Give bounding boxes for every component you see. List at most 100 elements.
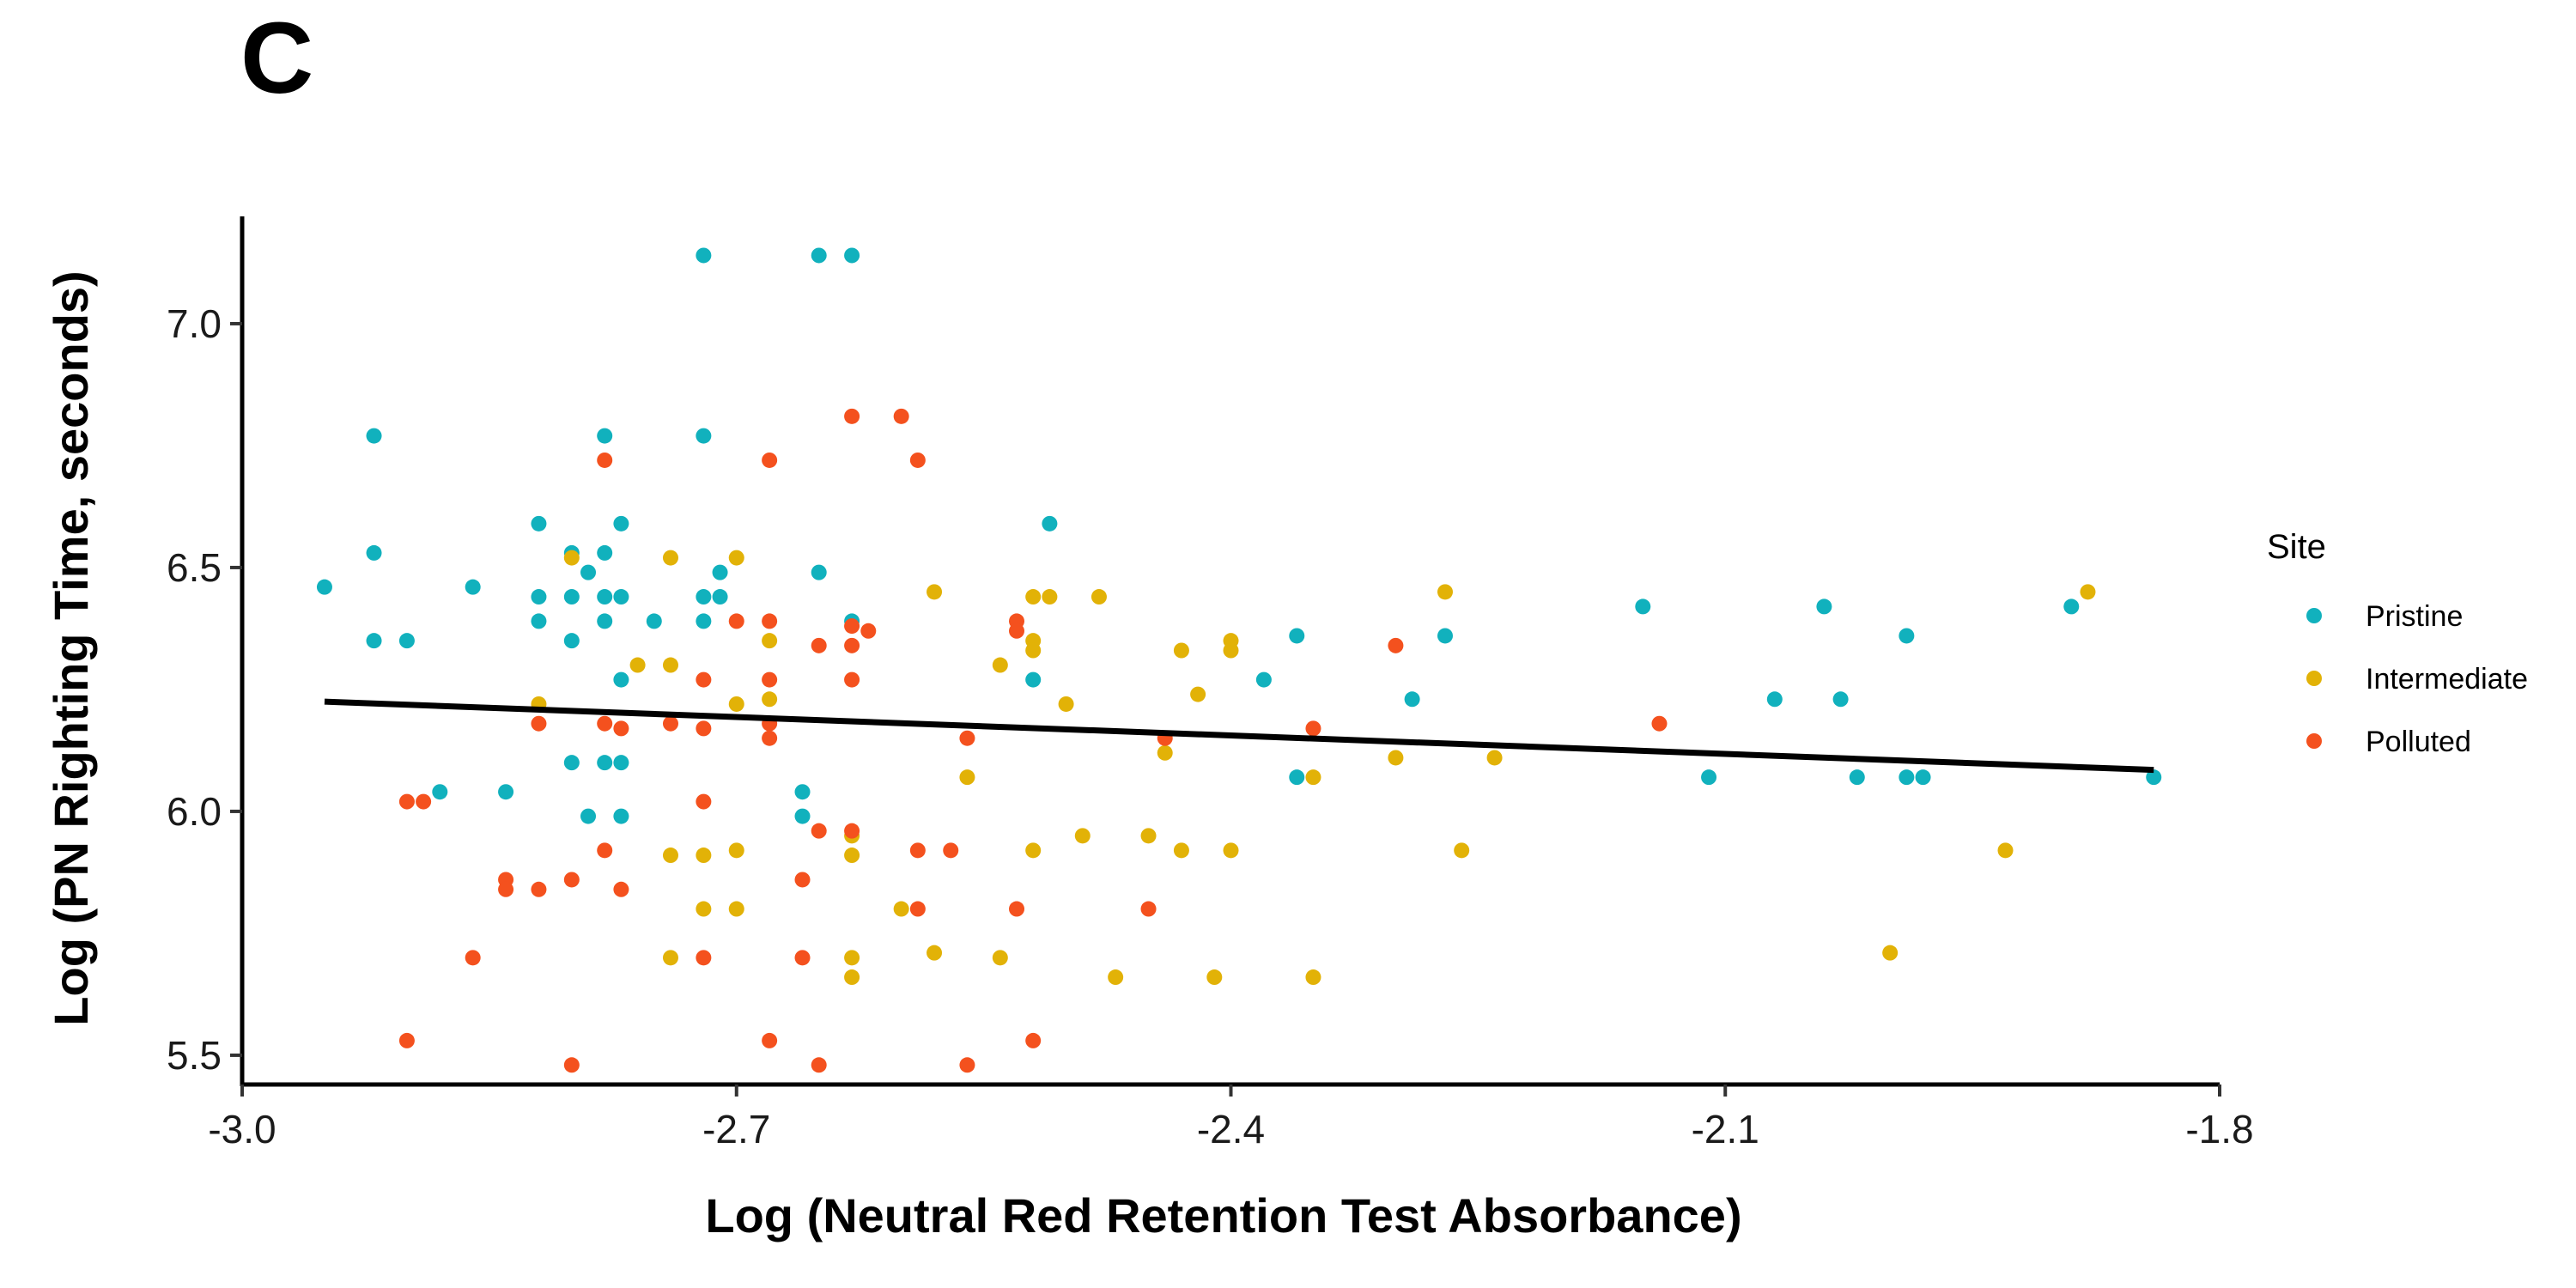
point-intermediate — [1486, 750, 1503, 766]
panel-label: C — [240, 2, 313, 115]
point-pristine — [531, 589, 547, 605]
point-intermediate — [1025, 842, 1042, 859]
point-pristine — [613, 515, 629, 532]
point-polluted — [398, 1032, 415, 1048]
point-intermediate — [1173, 642, 1189, 659]
point-pristine — [366, 544, 382, 561]
point-pristine — [1766, 691, 1783, 708]
point-polluted — [662, 715, 678, 732]
y-tick-label: 6.5 — [167, 545, 222, 590]
point-pristine — [580, 564, 597, 580]
point-pristine — [696, 428, 712, 444]
x-axis-ticks: -3.0 -2.7 -2.4 -2.1 -1.8 — [208, 1084, 2254, 1151]
point-intermediate — [1437, 584, 1453, 600]
point-intermediate — [728, 842, 744, 859]
point-intermediate — [563, 550, 580, 566]
point-polluted — [844, 637, 860, 653]
legend-key-pristine — [2306, 608, 2322, 623]
x-tick-label: -1.8 — [2185, 1107, 2253, 1151]
point-pristine — [646, 613, 662, 629]
point-pristine — [366, 428, 382, 444]
point-pristine — [366, 633, 382, 649]
point-pristine — [597, 544, 613, 561]
point-intermediate — [728, 901, 744, 917]
point-pristine — [1404, 691, 1420, 708]
point-pristine — [597, 613, 613, 629]
point-pristine — [1289, 769, 1305, 786]
point-polluted — [416, 793, 432, 810]
legend: Site Pristine Intermediate Polluted — [2267, 528, 2528, 758]
x-tick-label: -2.4 — [1197, 1107, 1265, 1151]
point-intermediate — [1206, 969, 1223, 986]
point-pristine — [613, 755, 629, 771]
point-intermediate — [662, 657, 678, 673]
point-pristine — [613, 808, 629, 824]
legend-label-intermediate: Intermediate — [2366, 663, 2528, 696]
point-intermediate — [1091, 589, 1107, 605]
point-intermediate — [992, 950, 1008, 966]
point-pristine — [613, 589, 629, 605]
y-tick-label: 6.0 — [167, 789, 222, 834]
point-intermediate — [1223, 642, 1239, 659]
point-polluted — [597, 842, 613, 859]
point-pristine — [1701, 769, 1717, 786]
point-pristine — [844, 247, 860, 264]
point-polluted — [696, 671, 712, 688]
point-intermediate — [1025, 589, 1042, 605]
point-pristine — [432, 784, 448, 800]
point-polluted — [1140, 901, 1157, 917]
point-pristine — [1437, 628, 1453, 644]
point-intermediate — [1882, 945, 1899, 961]
point-intermediate — [662, 848, 678, 864]
point-polluted — [762, 613, 778, 629]
point-pristine — [712, 564, 728, 580]
point-pristine — [696, 613, 712, 629]
point-polluted — [696, 793, 712, 810]
point-polluted — [762, 730, 778, 746]
point-intermediate — [1305, 769, 1321, 786]
point-polluted — [597, 452, 613, 468]
point-polluted — [696, 950, 712, 966]
point-polluted — [959, 730, 975, 746]
point-pristine — [316, 579, 332, 595]
point-intermediate — [1997, 842, 2014, 859]
point-polluted — [794, 872, 811, 888]
point-intermediate — [1190, 686, 1206, 702]
trend-line — [324, 698, 2154, 774]
legend-label-polluted: Polluted — [2366, 726, 2471, 758]
legend-title: Site — [2267, 528, 2326, 566]
point-pristine — [563, 633, 580, 649]
point-polluted — [844, 823, 860, 839]
point-intermediate — [959, 769, 975, 786]
point-polluted — [811, 637, 827, 653]
point-pristine — [1042, 515, 1058, 532]
point-pristine — [465, 579, 481, 595]
point-intermediate — [844, 969, 860, 986]
point-pristine — [498, 784, 514, 800]
point-pristine — [597, 755, 613, 771]
y-tick-label: 5.5 — [167, 1033, 222, 1078]
x-axis-title: Log (Neutral Red Retention Test Absorban… — [705, 1188, 1741, 1242]
x-tick-label: -3.0 — [208, 1107, 276, 1151]
point-polluted — [597, 715, 613, 732]
point-pristine — [531, 613, 547, 629]
point-intermediate — [696, 848, 712, 864]
point-pristine — [1899, 628, 1915, 644]
point-polluted — [943, 842, 959, 859]
point-pristine — [597, 589, 613, 605]
point-polluted — [1009, 623, 1025, 639]
point-polluted — [465, 950, 481, 966]
point-intermediate — [728, 696, 744, 712]
point-intermediate — [1042, 589, 1058, 605]
point-pristine — [1255, 671, 1272, 688]
point-polluted — [563, 1057, 580, 1073]
point-pristine — [794, 808, 811, 824]
point-polluted — [1305, 720, 1321, 737]
plot-area — [316, 247, 2162, 1073]
point-intermediate — [1388, 750, 1404, 766]
point-intermediate — [662, 550, 678, 566]
point-polluted — [1025, 1032, 1042, 1048]
point-polluted — [762, 671, 778, 688]
legend-label-pristine: Pristine — [2366, 600, 2463, 633]
